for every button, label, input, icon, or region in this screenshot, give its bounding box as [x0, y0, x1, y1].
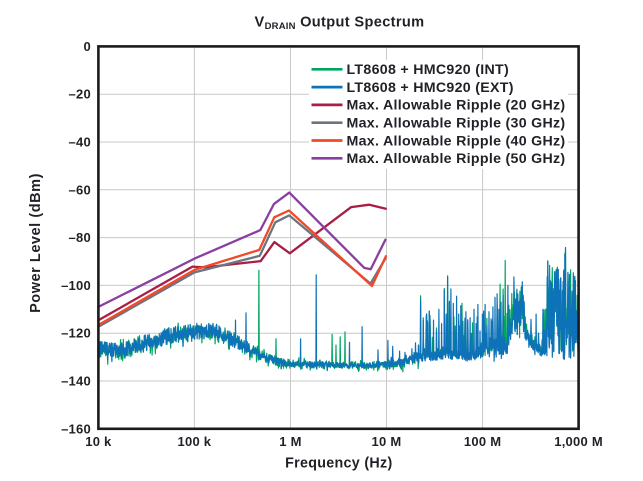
svg-text:Max. Allowable Ripple (40 GHz): Max. Allowable Ripple (40 GHz) [347, 133, 566, 149]
svg-text:Power Level (dBm): Power Level (dBm) [28, 173, 44, 313]
svg-text:Max. Allowable Ripple (30 GHz): Max. Allowable Ripple (30 GHz) [347, 116, 566, 132]
svg-text:1,000 M: 1,000 M [554, 434, 603, 449]
svg-text:Max. Allowable Ripple (20 GHz): Max. Allowable Ripple (20 GHz) [347, 98, 566, 114]
svg-text:Frequency (Hz): Frequency (Hz) [285, 456, 392, 472]
svg-text:100 M: 100 M [464, 434, 501, 449]
svg-text:–40: –40 [69, 135, 91, 150]
svg-text:–160: –160 [61, 421, 91, 436]
svg-text:LT8608 + HMC920 (EXT): LT8608 + HMC920 (EXT) [347, 80, 514, 96]
svg-text:1 M: 1 M [279, 434, 301, 449]
svg-text:10 k: 10 k [85, 434, 112, 449]
svg-text:0: 0 [84, 39, 91, 54]
svg-text:–140: –140 [61, 374, 91, 389]
svg-text:–20: –20 [69, 87, 91, 102]
svg-text:100 k: 100 k [178, 434, 212, 449]
svg-text:VDRAIN Output Spectrum: VDRAIN Output Spectrum [254, 15, 424, 33]
svg-text:–100: –100 [61, 278, 91, 293]
svg-text:–60: –60 [69, 182, 91, 197]
svg-text:LT8608 + HMC920 (INT): LT8608 + HMC920 (INT) [347, 62, 510, 78]
svg-text:10 M: 10 M [372, 434, 402, 449]
svg-text:Max. Allowable Ripple (50 GHz): Max. Allowable Ripple (50 GHz) [347, 151, 566, 167]
svg-text:–80: –80 [69, 230, 91, 245]
svg-text:–120: –120 [61, 326, 91, 341]
